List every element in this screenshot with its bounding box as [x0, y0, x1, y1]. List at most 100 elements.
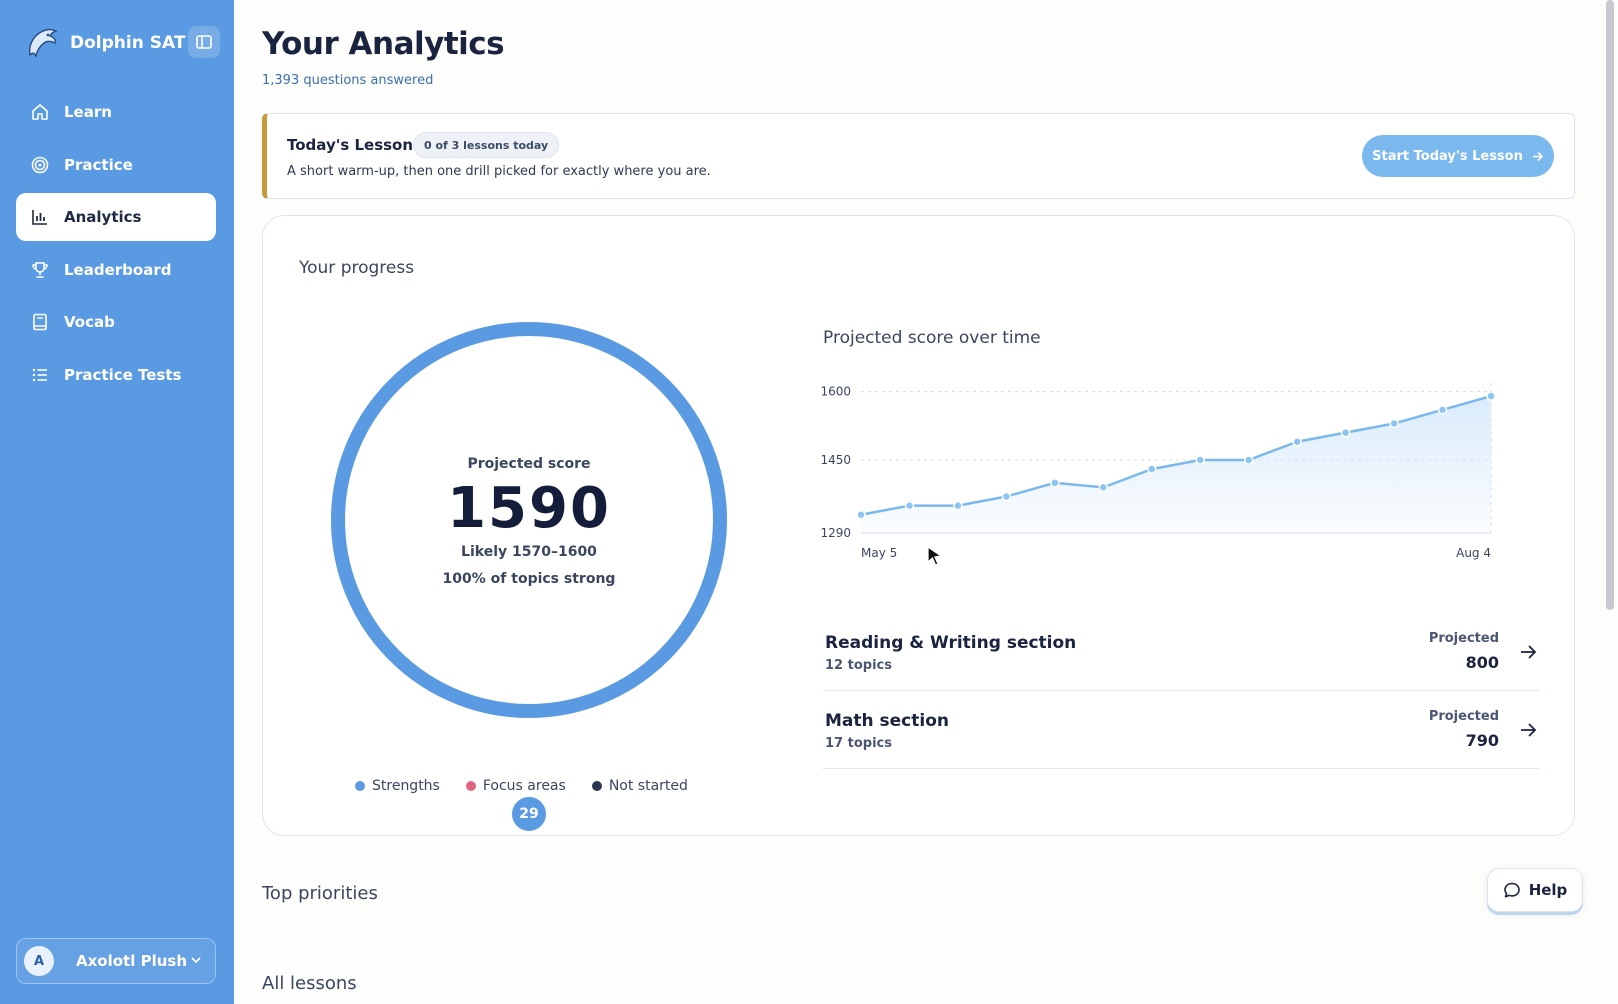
legend-dot — [591, 781, 602, 791]
data-point — [1340, 427, 1351, 438]
y-tick-label: 1450 — [820, 453, 851, 467]
legend-focus-areas: Focus areas — [465, 778, 566, 794]
sidebar-item-practice[interactable]: Practice — [16, 141, 216, 189]
data-point — [1098, 482, 1109, 493]
target-icon — [30, 155, 50, 175]
reading-writing-section-row[interactable]: Reading & Writing section 12 topics Proj… — [823, 613, 1539, 691]
data-point — [1001, 491, 1012, 502]
likely-range: Likely 1570–1600 — [461, 544, 597, 560]
topics-strong: 100% of topics strong — [442, 571, 616, 587]
chevron-down-icon — [191, 957, 201, 964]
sidebar-item-learn[interactable]: Learn — [16, 88, 216, 136]
lesson-title: Today's Lesson — [287, 136, 414, 154]
topic-count-badge: 29 — [509, 794, 549, 834]
strength-arc — [331, 322, 727, 718]
legend-dot — [465, 781, 476, 791]
book-icon — [30, 312, 50, 332]
projected-label: Projected — [1428, 709, 1499, 724]
section-topics: 12 topics — [825, 658, 892, 673]
ring-legend: Strengths Focus areas Not started — [355, 778, 714, 794]
legend-label: Strengths — [372, 778, 440, 794]
sidebar-toggle-button[interactable] — [188, 26, 220, 58]
mouse-cursor-icon — [927, 545, 943, 566]
sidebar-item-practice-tests[interactable]: Practice Tests — [16, 351, 216, 399]
list-icon — [30, 365, 50, 385]
brand[interactable]: Dolphin SAT — [24, 22, 220, 64]
progress-card: Your progress Projected score 1590 Likel… — [262, 215, 1575, 836]
user-name: Axolotl Plush — [76, 952, 187, 970]
y-tick-label: 1600 — [820, 385, 851, 399]
chart-title: Projected score over time — [823, 328, 1041, 348]
data-point — [1147, 464, 1157, 474]
chat-bubble-icon — [1503, 882, 1520, 898]
arrow-right-icon — [1521, 645, 1537, 659]
avatar: A — [24, 946, 54, 976]
data-point — [1292, 437, 1302, 447]
section-name: Math section — [825, 711, 949, 731]
user-menu[interactable]: A Axolotl Plush — [16, 938, 216, 984]
projected-label: Projected — [1428, 631, 1499, 646]
x-tick-label: May 5 — [861, 546, 897, 560]
home-icon — [30, 102, 50, 122]
data-point — [1050, 478, 1060, 488]
sidebar-item-leaderboard[interactable]: Leaderboard — [16, 246, 216, 294]
sidebar-item-label: Vocab — [64, 313, 115, 331]
legend-strengths: Strengths — [355, 778, 440, 794]
questions-answered: 1,393 questions answered — [262, 73, 434, 88]
projected-score-ring: Projected score 1590 Likely 1570–1600 10… — [329, 320, 729, 834]
start-lesson-label: Start Today's Lesson — [1372, 148, 1523, 164]
data-point — [953, 500, 963, 511]
data-point — [1486, 391, 1496, 401]
projected-value: 790 — [1465, 731, 1499, 750]
scrollbar[interactable] — [1606, 0, 1614, 610]
sidebar-item-label: Analytics — [64, 208, 142, 226]
arrow-right-icon — [1532, 151, 1543, 161]
sidebar-item-label: Practice Tests — [64, 365, 182, 384]
app-name: Dolphin SAT — [70, 33, 186, 53]
all-lessons-heading: All lessons — [262, 973, 357, 994]
sidebar-item-label: Learn — [64, 103, 112, 121]
projected-score-chart: 1290 1450 1600 May 5 Aug 4 — [820, 383, 1496, 560]
legend-dot — [355, 781, 365, 791]
progress-heading: Your progress — [299, 258, 415, 278]
help-button[interactable]: Help — [1487, 868, 1583, 912]
main-content: Your Analytics 1,393 questions answered … — [234, 0, 1618, 1004]
legend-label: Focus areas — [482, 778, 566, 794]
sidebar: Dolphin SAT Learn Practice Analytics — [0, 0, 234, 1004]
lesson-description: A short warm-up, then one drill picked f… — [287, 164, 711, 179]
data-point — [856, 510, 866, 520]
sidebar-item-vocab[interactable]: Vocab — [16, 298, 216, 346]
sidebar-item-analytics[interactable]: Analytics — [16, 193, 216, 241]
top-priorities-heading: Top priorities — [262, 883, 378, 904]
data-point — [1389, 418, 1399, 429]
trophy-icon — [30, 260, 50, 280]
x-tick-label: Aug 4 — [1456, 546, 1491, 560]
data-point — [1195, 455, 1205, 465]
start-lesson-button[interactable]: Start Today's Lesson — [1362, 135, 1554, 177]
sidebar-toggle-icon — [196, 35, 212, 49]
y-tick-label: 1290 — [820, 526, 851, 540]
series-line — [860, 394, 1492, 516]
page-title: Your Analytics — [262, 26, 505, 62]
projected-score-value: 1590 — [447, 476, 611, 541]
projected-score-label: Projected score — [467, 456, 591, 472]
lesson-count-badge: 0 of 3 lessons today — [413, 132, 560, 158]
help-label: Help — [1528, 881, 1568, 899]
sidebar-item-label: Leaderboard — [64, 260, 172, 279]
score-ring-graphic — [331, 322, 727, 718]
data-point — [904, 500, 915, 511]
todays-lesson-card: Today's Lesson 0 of 3 lessons today A sh… — [262, 113, 1575, 199]
sidebar-item-label: Practice — [64, 155, 133, 174]
math-section-row[interactable]: Math section 17 topics Projected 790 — [823, 691, 1539, 769]
bar-chart-icon — [30, 207, 50, 227]
section-topics: 17 topics — [825, 736, 892, 751]
projected-value: 800 — [1465, 653, 1499, 672]
legend-label: Not started — [608, 778, 688, 794]
section-name: Reading & Writing section — [825, 633, 1077, 653]
sidebar-nav: Learn Practice Analytics Leaderboard Voc… — [16, 88, 216, 403]
data-point — [1243, 455, 1254, 465]
dolphin-logo — [28, 28, 58, 58]
legend-not-started: Not started — [591, 778, 688, 794]
arrow-right-icon — [1521, 723, 1537, 737]
data-point — [1437, 405, 1448, 415]
